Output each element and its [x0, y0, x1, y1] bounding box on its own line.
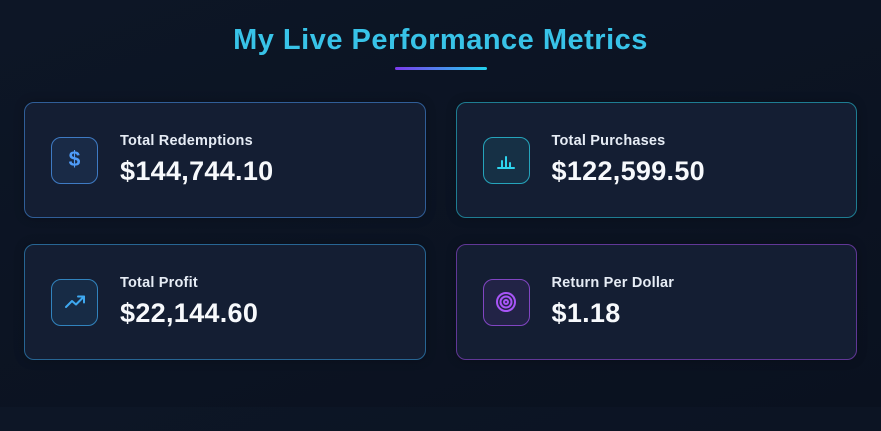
metric-label: Return Per Dollar	[551, 275, 675, 291]
trend-up-icon	[51, 278, 98, 326]
target-icon	[482, 278, 530, 326]
metric-label: Total Profit	[120, 275, 198, 291]
metric-text: Total Purchases $122,599.50	[552, 133, 705, 187]
metric-card-total-purchases: Total Purchases $122,599.50	[455, 102, 857, 218]
metric-value: $22,144.60	[120, 298, 259, 328]
metric-card-total-redemptions: $ Total Redemptions $144,744.10	[24, 102, 426, 218]
metric-text: Return Per Dollar $1.18	[552, 275, 675, 329]
metric-text: Total Profit $22,144.60	[120, 275, 258, 329]
metric-value: $144,744.10	[120, 156, 274, 186]
page-title: My Live Performance Metrics	[233, 24, 648, 56]
metric-card-total-profit: Total Profit $22,144.60	[24, 244, 426, 360]
metric-card-return-per-dollar: Return Per Dollar $1.18	[455, 244, 857, 360]
metric-value: $1.18	[551, 298, 621, 328]
metrics-grid: $ Total Redemptions $144,744.10 Total Pu…	[0, 102, 881, 360]
metric-label: Total Purchases	[551, 133, 666, 149]
title-underline	[394, 67, 487, 70]
metric-text: Total Redemptions $144,744.10	[120, 133, 273, 187]
metric-label: Total Redemptions	[120, 133, 253, 149]
bar-chart-icon	[482, 136, 530, 184]
metric-value: $122,599.50	[551, 156, 705, 186]
dollar-icon: $	[51, 136, 98, 184]
